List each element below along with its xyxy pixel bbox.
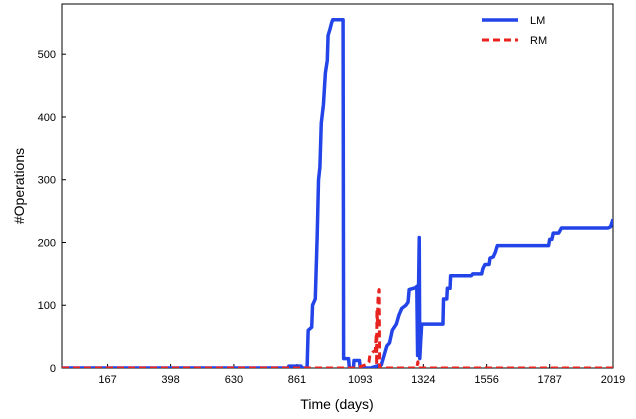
x-axis-title: Time (days) <box>300 396 373 412</box>
legend-label-rm: RM <box>530 35 547 47</box>
y-axis: 0 100 200 300 400 500 <box>38 49 66 375</box>
x-tick-label: 2019 <box>601 374 625 386</box>
y-axis-title: #Operations <box>11 148 27 224</box>
y-tick-label: 500 <box>38 49 56 61</box>
legend: LM RM <box>482 15 547 47</box>
x-tick-label: 1324 <box>411 374 435 386</box>
legend-label-lm: LM <box>530 15 545 27</box>
x-tick-label: 1787 <box>537 374 561 386</box>
x-axis: 167 398 630 861 1093 1324 1556 1787 2019 <box>98 364 625 386</box>
x-tick-label: 861 <box>288 374 306 386</box>
x-tick-label: 398 <box>161 374 179 386</box>
x-tick-label: 1556 <box>474 374 498 386</box>
x-tick-label: 630 <box>225 374 243 386</box>
series-layer <box>62 17 613 368</box>
series-line-rm <box>62 288 613 368</box>
series-line-lm <box>62 17 613 368</box>
y-tick-label: 400 <box>38 112 56 124</box>
y-tick-label: 0 <box>50 363 56 375</box>
plot-frame <box>61 3 614 369</box>
x-tick-label: 167 <box>98 374 116 386</box>
y-tick-label: 200 <box>38 237 56 249</box>
x-tick-label: 1093 <box>348 374 372 386</box>
y-tick-label: 100 <box>38 300 56 312</box>
y-tick-label: 300 <box>38 175 56 187</box>
